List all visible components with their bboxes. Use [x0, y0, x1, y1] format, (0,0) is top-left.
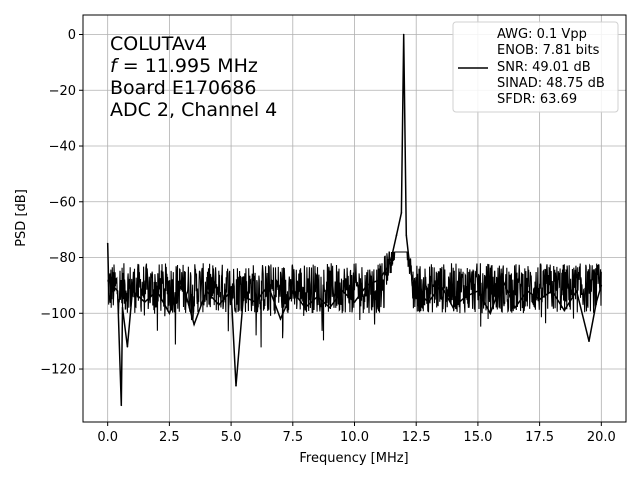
psd-data-point [341, 290, 344, 292]
noise-texture-path [107, 251, 602, 348]
annotation-frequency: = 11.995 MHz [117, 55, 258, 77]
y-axis-label: PSD [dB] [14, 189, 29, 247]
psd-data-point [279, 318, 282, 320]
psd-data-point [205, 290, 208, 292]
psd-data-point [120, 404, 123, 407]
annotation-line-3: Board E170686 [110, 77, 256, 99]
psd-data-point [575, 290, 578, 292]
x-tick-label: 5.0 [221, 430, 242, 445]
psd-data-point [316, 295, 319, 298]
psd-data-point [108, 293, 110, 295]
x-tick-label: 10.0 [340, 430, 369, 445]
psd-data-point [427, 301, 430, 303]
psd-data-point [218, 304, 220, 306]
psd-data-point [106, 242, 109, 245]
psd-data-point [156, 290, 158, 292]
x-tick-label: 0.0 [97, 430, 118, 445]
y-tick-label: −120 [40, 363, 76, 378]
x-axis-label: Frequency [MHz] [299, 451, 408, 466]
y-tick-label: −20 [49, 84, 76, 99]
psd-data-point [390, 256, 393, 259]
psd-data-point [477, 290, 479, 292]
psd-data-point [366, 284, 368, 287]
psd-data-point [168, 312, 171, 315]
legend: AWG: 0.1 Vpp ENOB: 7.81 bits SNR: 49.01 … [452, 21, 619, 113]
psd-data-point [395, 234, 398, 236]
legend-box [452, 21, 619, 113]
noise-floor-trace [107, 251, 602, 348]
annotation-line-1: COLUTAv4 [110, 33, 207, 55]
legend-entry-sfdr: SFDR: 63.69 [497, 92, 577, 107]
y-tick-label: 0 [68, 28, 76, 43]
psd-data-point [109, 301, 111, 303]
psd-data-point [143, 301, 146, 303]
psd-data-point [452, 306, 455, 309]
legend-entry-awg: AWG: 0.1 Vpp [497, 27, 587, 42]
psd-data-point [514, 306, 516, 309]
y-tick-label: −40 [49, 140, 76, 155]
psd-data-point [595, 301, 598, 303]
y-axis-ticks: 0 −20 −40 −60 −80 −100 −120 [40, 28, 83, 378]
psd-data-point [600, 284, 603, 287]
psd-data-point [400, 212, 403, 214]
psd-data-point [230, 290, 232, 292]
psd-data-point [526, 290, 529, 292]
psd-data-point [292, 290, 294, 292]
psd-data-point [242, 295, 245, 298]
psd-data-point [402, 33, 405, 36]
psd-data-point [111, 284, 114, 287]
psd-data-point [255, 301, 257, 303]
psd-data-point [405, 234, 408, 236]
y-tick-label: −100 [40, 307, 76, 322]
psd-data-point [440, 284, 442, 287]
psd-data-point [563, 309, 566, 312]
psd-data-point [410, 273, 413, 276]
psd-data-point [415, 290, 418, 292]
psd-data-point [378, 279, 381, 281]
psd-series [106, 33, 603, 407]
psd-data-point [235, 385, 237, 387]
psd-data-point [329, 306, 331, 309]
psd-data-point [193, 323, 195, 326]
psd-data-point [267, 284, 269, 287]
psd-data-point [180, 279, 183, 281]
psd-data-point [353, 301, 356, 303]
x-axis-ticks: 0.0 2.5 5.0 7.5 10.0 12.5 15.0 17.5 20.0 [97, 422, 616, 445]
x-tick-label: 20.0 [587, 430, 616, 445]
psd-data-point [126, 345, 129, 348]
psd-data-point [304, 306, 306, 309]
annotation-line-4: ADC 2, Channel 4 [110, 99, 277, 121]
x-tick-label: 2.5 [159, 430, 180, 445]
psd-data-point [489, 312, 492, 315]
x-tick-label: 15.0 [463, 430, 492, 445]
psd-data-point [538, 298, 541, 301]
psd-data-point [501, 279, 504, 281]
x-tick-label: 7.5 [282, 430, 303, 445]
psd-data-point [121, 306, 124, 309]
psd-data-point [131, 290, 134, 292]
x-tick-label: 17.5 [525, 430, 554, 445]
legend-entry-sinad: SINAD: 48.75 dB [497, 76, 605, 91]
annotation-line-2: f = 11.995 MHz [110, 55, 258, 77]
psd-data-point [385, 267, 388, 270]
chart-annotation: COLUTAv4 f = 11.995 MHz Board E170686 AD… [110, 33, 277, 121]
psd-data-point [408, 256, 410, 259]
annotation-f-symbol: f [110, 55, 120, 77]
psd-data-point [464, 295, 467, 298]
x-tick-label: 12.5 [402, 430, 431, 445]
psd-data-point [551, 290, 553, 292]
legend-entry-snr: SNR: 49.01 dB [497, 60, 591, 75]
psd-data-point [116, 290, 119, 292]
y-tick-label: −80 [49, 251, 76, 266]
y-tick-label: −60 [49, 195, 76, 210]
legend-entry-enob: ENOB: 7.81 bits [497, 43, 600, 58]
psd-data-point [588, 340, 590, 343]
